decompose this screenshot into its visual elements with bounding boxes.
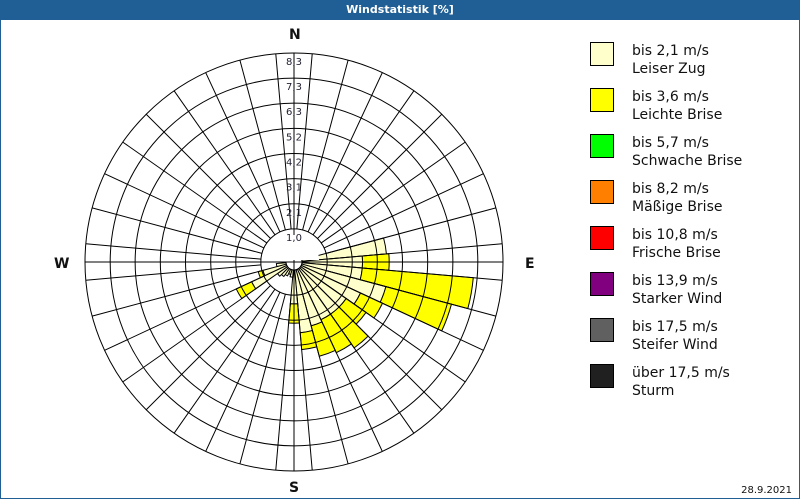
legend-label: bis 13,9 m/s Starker Wind xyxy=(632,272,722,308)
legend-name: Mäßige Brise xyxy=(632,199,723,215)
radial-tick-label: 3,1 xyxy=(286,183,302,194)
radial-tick-label: 1,0 xyxy=(286,233,302,244)
legend-swatch xyxy=(590,272,614,296)
grid-spoke xyxy=(205,291,281,452)
grid-spoke xyxy=(275,53,292,229)
grid-spoke xyxy=(275,295,292,471)
legend-label: über 17,5 m/s Sturm xyxy=(632,364,730,400)
compass-south-label: S xyxy=(289,480,300,496)
legend-range: bis 5,7 m/s xyxy=(632,135,709,151)
grid-spoke xyxy=(85,264,261,281)
grid-spoke xyxy=(302,59,349,231)
date-label: 28.9.2021 xyxy=(741,485,792,496)
grid-spoke xyxy=(145,285,271,411)
legend-range: über 17,5 m/s xyxy=(632,365,730,381)
legend-swatch xyxy=(590,180,614,204)
legend-range: bis 13,9 m/s xyxy=(632,273,718,289)
compass-west-label: W xyxy=(54,256,70,272)
grid-spoke xyxy=(173,90,276,236)
grid-spoke xyxy=(312,90,415,236)
legend-swatch xyxy=(590,134,614,158)
radial-tick-label: 5,2 xyxy=(286,132,302,143)
radial-tick-label: 6,3 xyxy=(286,107,302,118)
legend-range: bis 8,2 m/s xyxy=(632,181,709,197)
legend-range: bis 10,8 m/s xyxy=(632,227,718,243)
grid-spoke xyxy=(327,264,503,281)
legend-name: Schwache Brise xyxy=(632,153,743,169)
window-title: Windstatistik [%] xyxy=(0,0,800,20)
grid-spoke xyxy=(317,113,443,239)
radial-tick-label: 2,1 xyxy=(286,208,302,219)
compass-north-label: N xyxy=(289,27,301,43)
grid-spoke xyxy=(320,280,466,383)
grid-spoke xyxy=(296,53,313,229)
grid-spoke xyxy=(317,285,443,411)
legend-label: bis 5,7 m/s Schwache Brise xyxy=(632,134,742,170)
legend-swatch xyxy=(590,88,614,112)
grid-spoke xyxy=(325,207,497,254)
legend-name: Leichte Brise xyxy=(632,107,723,123)
legend-swatch xyxy=(590,42,614,66)
legend-name: Starker Wind xyxy=(632,291,723,307)
legend-range: bis 17,5 m/s xyxy=(632,319,718,335)
legend-swatch xyxy=(590,226,614,250)
radial-tick-label: 8,3 xyxy=(286,57,302,68)
legend-label: bis 8,2 m/s Mäßige Brise xyxy=(632,180,722,216)
legend-label: bis 2,1 m/s Leiser Zug xyxy=(632,42,709,78)
grid-spoke xyxy=(320,141,466,244)
grid-spoke xyxy=(323,275,484,351)
legend-name: Frische Brise xyxy=(632,245,721,261)
grid-spoke xyxy=(307,72,383,233)
grid-spoke xyxy=(307,291,383,452)
legend-name: Sturm xyxy=(632,383,675,399)
grid-spoke xyxy=(91,207,263,254)
grid-spoke xyxy=(205,72,281,233)
grid-spoke xyxy=(85,243,261,260)
legend-label: bis 3,6 m/s Leichte Brise xyxy=(632,88,722,124)
grid-spoke xyxy=(296,295,313,471)
radial-tick-label: 7,3 xyxy=(286,82,302,93)
legend-range: bis 3,6 m/s xyxy=(632,89,709,105)
wind-sector xyxy=(275,262,287,268)
legend-name: Steifer Wind xyxy=(632,337,718,353)
legend-name: Leiser Zug xyxy=(632,61,706,77)
grid-spoke xyxy=(312,288,415,434)
grid-spoke xyxy=(122,141,268,244)
grid-spoke xyxy=(323,173,484,249)
legend-label: bis 17,5 m/s Steifer Wind xyxy=(632,318,718,354)
compass-east-label: E xyxy=(525,256,535,272)
grid-spoke xyxy=(239,59,286,231)
radial-tick-label: 4,2 xyxy=(286,158,302,169)
grid-spoke xyxy=(325,270,497,317)
legend-label: bis 10,8 m/s Frische Brise xyxy=(632,226,721,262)
legend-swatch xyxy=(590,318,614,342)
grid-spoke xyxy=(91,270,263,317)
grid-spoke xyxy=(302,293,349,465)
legend-swatch xyxy=(590,364,614,388)
grid-spoke xyxy=(239,293,286,465)
grid-spoke xyxy=(173,288,276,434)
grid-spoke xyxy=(327,243,503,260)
grid-spoke xyxy=(104,173,265,249)
grid-spoke xyxy=(145,113,271,239)
legend-range: bis 2,1 m/s xyxy=(632,43,709,59)
grid-spoke xyxy=(104,275,265,351)
grid-spoke xyxy=(122,280,268,383)
wind-sector xyxy=(289,269,294,278)
